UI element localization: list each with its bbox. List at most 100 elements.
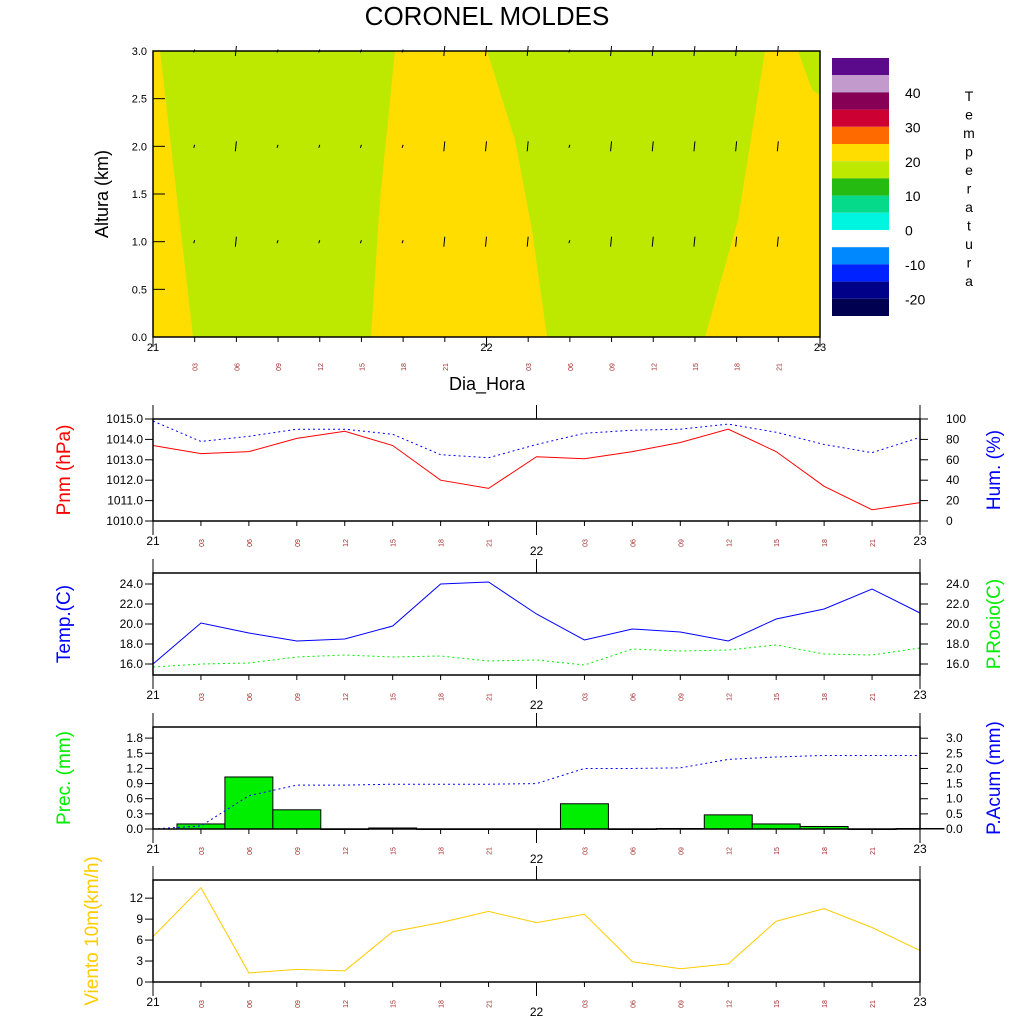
- x-major-label: 23: [814, 342, 826, 354]
- colorbar-title-letter: t: [967, 218, 971, 234]
- x-minor-label: 21: [487, 693, 494, 701]
- x-minor-label: 03: [582, 693, 589, 701]
- wind-vector: [651, 236, 654, 247]
- y-tick-label-left: 9: [136, 912, 143, 926]
- x-minor-label: 03: [526, 363, 533, 371]
- x-minor-label: 12: [318, 363, 325, 371]
- y-tick-label-left: 24.0: [120, 577, 144, 591]
- series-line-hum: [152, 420, 921, 459]
- colorbar-swatch: [832, 126, 889, 144]
- x-minor-label: 18: [735, 363, 742, 371]
- y-tick-label-right: 60: [946, 453, 960, 467]
- wind-vector: [443, 45, 446, 57]
- series-line-temp: [152, 581, 921, 665]
- x-minor-label: 21: [487, 847, 494, 855]
- x-minor-label: 15: [391, 1000, 398, 1008]
- wind-vector: [359, 240, 362, 244]
- y-tick-label-left: 1013.0: [106, 453, 143, 467]
- x-minor-label: 06: [247, 539, 254, 547]
- x-minor-label: 15: [693, 363, 700, 371]
- x-minor-label: 12: [726, 1000, 733, 1008]
- x-minor-label: 09: [678, 847, 685, 855]
- x-minor-label: 12: [651, 363, 658, 371]
- x-minor-label: 15: [391, 847, 398, 855]
- colorbar-swatch: [832, 298, 889, 316]
- y-tick-label-right: 2.0: [946, 761, 963, 775]
- y-tick-label-left: 0.3: [126, 807, 143, 821]
- y-tick-label-right: 1.5: [946, 777, 963, 791]
- wind-vector: [193, 144, 196, 148]
- plot-frame: [152, 879, 921, 983]
- x-minor-label: 21: [870, 539, 877, 547]
- wind-vector: [318, 49, 321, 53]
- x-minor-label: 21: [487, 1000, 494, 1008]
- wind-vector: [568, 240, 571, 244]
- y-tick-label-right: 20.0: [946, 617, 970, 631]
- x-minor-label: 15: [774, 847, 781, 855]
- series-line-pnm: [152, 428, 921, 511]
- x-minor-label: 06: [630, 539, 637, 547]
- x-minor-label: 21: [870, 1000, 877, 1008]
- y-tick-label-left: 1015.0: [106, 412, 143, 426]
- y-tick-label: 1.5: [132, 189, 147, 201]
- y-tick-label-left: 1.5: [126, 746, 143, 760]
- warm-region: [371, 51, 547, 337]
- x-minor-label: 21: [870, 847, 877, 855]
- y-tick-label-right: 16.0: [946, 657, 970, 671]
- y-tick-label-right: 100: [946, 412, 966, 426]
- x-minor-label: 06: [568, 363, 575, 371]
- wind-vector: [234, 236, 237, 247]
- wind-vector: [735, 141, 738, 152]
- wind-vector: [485, 45, 487, 57]
- chart-title: CORONEL MOLDES: [365, 1, 610, 31]
- x-minor-label: 03: [582, 539, 589, 547]
- wind-vector: [276, 144, 279, 148]
- colorbar-title-letter: u: [965, 236, 973, 252]
- wind-vector: [735, 236, 738, 247]
- x-major-label: 23: [913, 995, 927, 1009]
- y-axis-label-right: Hum. (%): [984, 430, 1005, 510]
- wind-vector: [776, 141, 779, 152]
- x-minor-label: 09: [295, 693, 302, 701]
- wind-vector: [568, 49, 571, 53]
- x-minor-label: 09: [295, 847, 302, 855]
- colorbar-tick-label: -10: [905, 257, 925, 273]
- x-minor-label: 06: [247, 693, 254, 701]
- wind-vector: [693, 141, 696, 152]
- x-minor-label: 03: [199, 1000, 206, 1008]
- colorbar-swatch: [832, 281, 889, 299]
- warm-region: [153, 51, 193, 337]
- y-tick-label-left: 16.0: [120, 657, 144, 671]
- series-line-viento: [152, 886, 921, 974]
- x-major-label: 22: [530, 698, 544, 712]
- wind-vector: [776, 236, 779, 247]
- wind-vector: [234, 45, 237, 57]
- x-major-label: 21: [147, 342, 159, 354]
- colorbar-swatch: [832, 92, 889, 110]
- colorbar-swatch: [832, 144, 889, 162]
- y-tick-label-right: 20: [946, 494, 960, 508]
- precip-bar: [559, 803, 609, 830]
- x-minor-label: 12: [343, 693, 350, 701]
- x-minor-label: 15: [359, 363, 366, 371]
- panel-3: 16.0 18.0 20.0 22.0 24.0 16.0 18.0 20.0 22.0 24.0…: [54, 559, 1005, 712]
- colorbar-title-letter: p: [965, 144, 973, 160]
- colorbar-swatch: [832, 247, 889, 265]
- x-minor-label: 09: [678, 539, 685, 547]
- y-tick-label-right: 0: [946, 514, 953, 528]
- wind-vector: [526, 141, 529, 152]
- y-tick-label: 2.0: [132, 141, 147, 153]
- x-major-label: 21: [146, 688, 160, 702]
- y-tick-label-left: 0.0: [126, 822, 143, 836]
- colorbar-tick-label: 20: [905, 154, 921, 170]
- y-tick-label-left: 3: [136, 954, 143, 968]
- y-axis-label-left: Temp.(C): [54, 585, 75, 663]
- y-tick-label: 0.0: [132, 332, 147, 344]
- x-minor-label: 06: [234, 363, 241, 371]
- y-axis-label-left: Viento 10m(km/h): [82, 856, 103, 1006]
- x-minor-label: 06: [630, 847, 637, 855]
- y-tick-label-left: 1.8: [126, 731, 143, 745]
- wind-vector: [485, 236, 487, 247]
